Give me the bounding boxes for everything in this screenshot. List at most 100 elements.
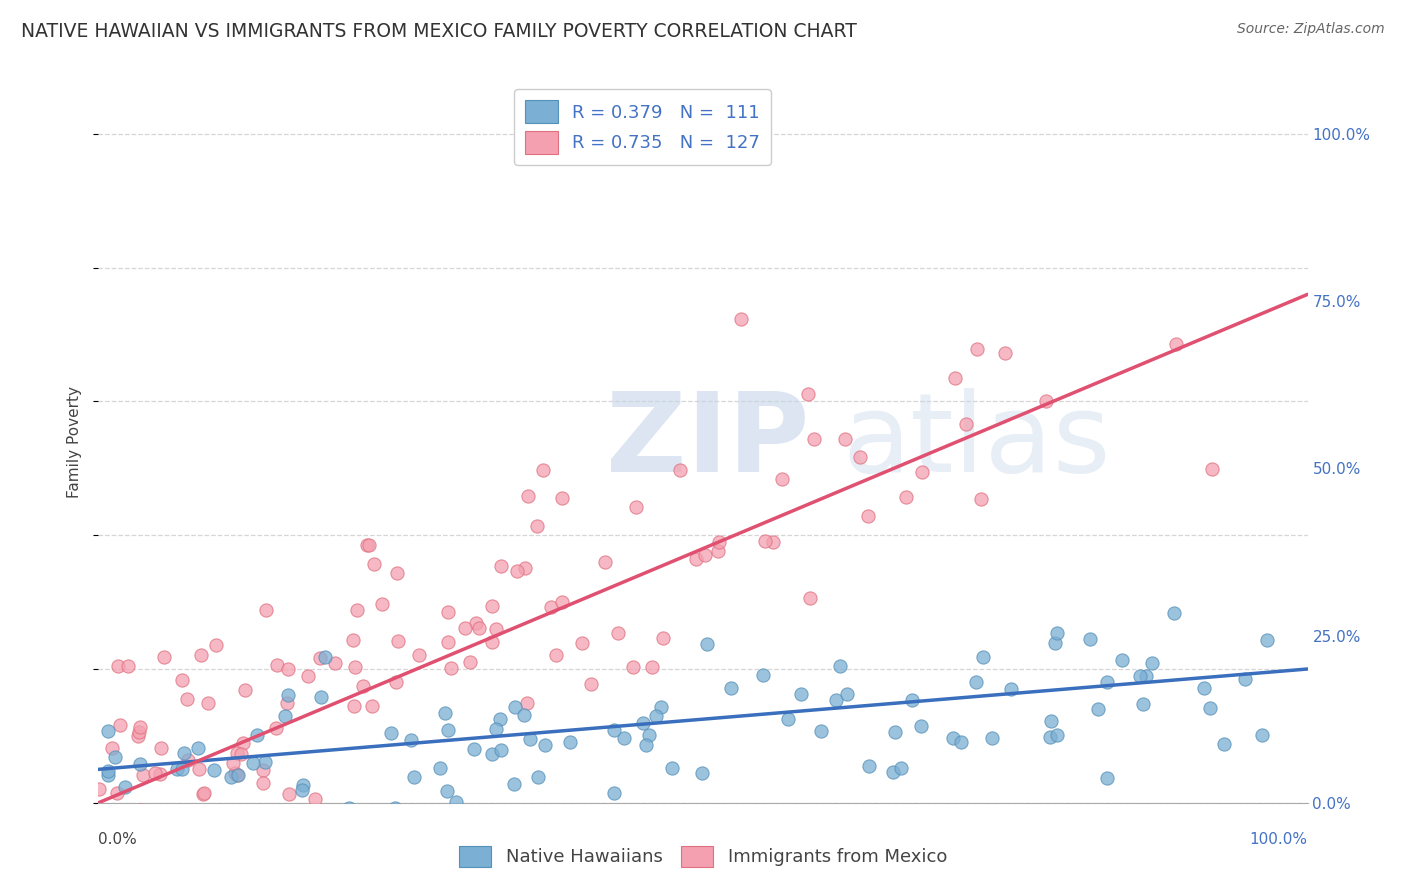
Text: ZIP: ZIP [606,388,810,495]
Point [129,803,152,817]
Point [1129,669,1152,683]
Point [226,768,249,782]
Text: Source: ZipAtlas.com: Source: ZipAtlas.com [1237,22,1385,37]
Point [363,557,385,571]
Point [516,489,538,503]
Point [367,863,389,877]
Point [276,696,298,710]
Point [770,472,793,486]
Point [309,651,332,665]
Point [91,831,114,846]
Point [252,763,274,777]
Point [191,787,214,801]
Point [884,724,907,739]
Point [233,683,256,698]
Point [519,732,541,747]
Point [506,564,529,578]
Point [288,811,311,825]
Point [153,650,176,665]
Point [172,762,194,776]
Point [253,755,276,769]
Point [621,660,644,674]
Point [489,743,512,757]
Point [828,658,851,673]
Point [966,342,988,356]
Point [837,687,859,701]
Point [257,823,280,838]
Point [283,806,305,821]
Point [1111,653,1133,667]
Point [97,764,120,778]
Point [458,656,481,670]
Point [124,822,146,836]
Point [560,734,582,748]
Point [1250,728,1272,742]
Point [97,723,120,738]
Point [387,566,409,581]
Point [128,720,150,734]
Point [91,830,114,844]
Point [91,828,114,842]
Point [650,700,672,714]
Point [513,707,536,722]
Point [254,602,277,616]
Point [219,770,242,784]
Point [343,659,366,673]
Point [436,827,458,841]
Point [1233,672,1256,686]
Point [1046,728,1069,742]
Point [107,658,129,673]
Point [969,491,991,506]
Point [343,698,366,713]
Point [153,811,176,825]
Point [1213,737,1236,751]
Point [127,729,149,743]
Point [955,417,977,432]
Point [224,765,246,780]
Point [858,759,880,773]
Point [882,764,904,779]
Point [503,699,526,714]
Point [165,830,187,844]
Point [90,824,112,838]
Point [247,830,270,844]
Point [1097,674,1119,689]
Point [994,346,1017,360]
Point [485,622,508,636]
Point [634,738,657,752]
Point [1095,771,1118,785]
Point [402,770,425,784]
Point [799,591,821,605]
Point [440,660,463,674]
Point [437,723,460,738]
Point [153,805,176,820]
Point [380,726,402,740]
Point [359,538,381,552]
Point [446,795,468,809]
Point [342,633,364,648]
Point [1087,701,1109,715]
Point [1039,714,1062,728]
Point [1201,462,1223,476]
Point [266,721,288,735]
Point [214,805,236,820]
Point [128,756,150,771]
Point [429,761,451,775]
Point [1192,681,1215,695]
Point [981,731,1004,745]
Point [384,800,406,814]
Point [117,658,139,673]
Point [378,846,401,860]
Point [834,432,856,446]
Point [197,696,219,710]
Point [481,747,503,762]
Point [356,538,378,552]
Point [352,679,374,693]
Point [941,731,963,745]
Point [516,696,538,710]
Point [103,749,125,764]
Text: 100.0%: 100.0% [1250,831,1308,847]
Point [108,717,131,731]
Point [661,762,683,776]
Point [1163,606,1185,620]
